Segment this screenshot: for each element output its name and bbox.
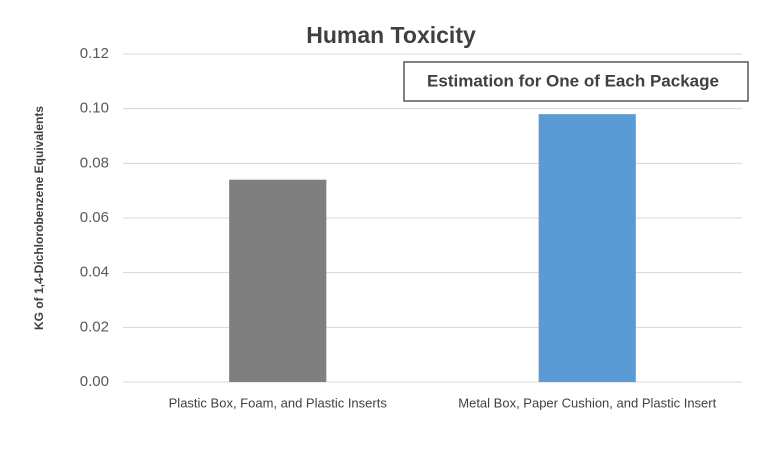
y-tick-label: 0.10 [80, 100, 109, 117]
y-axis-label: KG of 1,4-Dichlorobenzene Equivalents [32, 106, 46, 330]
bar [229, 179, 327, 382]
bar [538, 114, 636, 382]
y-tick-label: 0.12 [80, 45, 109, 62]
y-tick-label: 0.08 [80, 154, 109, 171]
y-tick-label: 0.02 [80, 318, 109, 335]
annotation: Estimation for One of Each Package [427, 71, 719, 90]
y-tick-label: 0.06 [80, 209, 109, 226]
annotation-box [403, 61, 749, 102]
y-tick-label: 0.00 [80, 373, 109, 390]
chart-title: Human Toxicity [306, 22, 476, 48]
x-tick-label: Plastic Box, Foam, and Plastic Inserts [169, 395, 388, 410]
x-tick-label: Metal Box, Paper Cushion, and Plastic In… [458, 395, 716, 410]
y-tick-label: 0.04 [80, 264, 109, 281]
